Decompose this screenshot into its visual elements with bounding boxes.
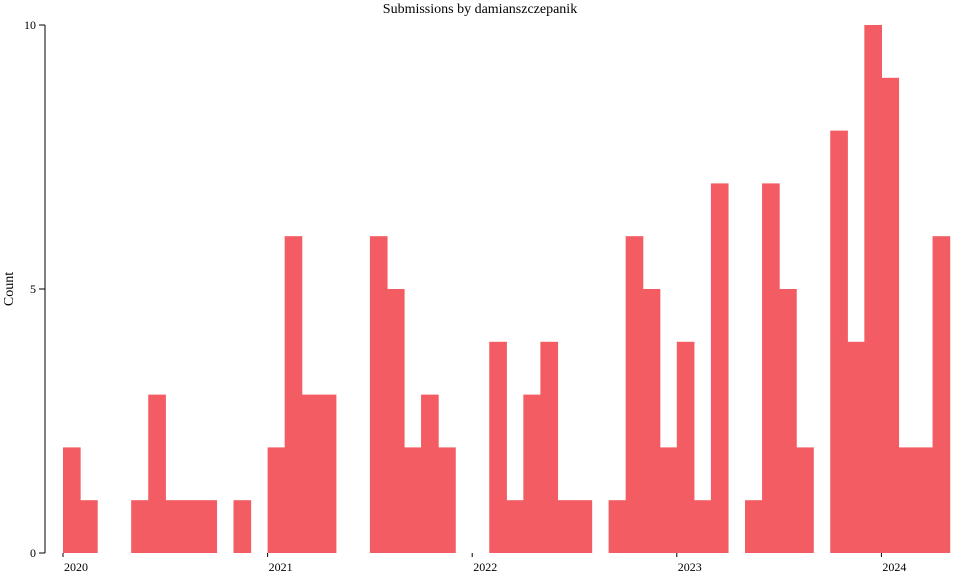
bar-2022-05 xyxy=(540,341,559,553)
bar-2022-12 xyxy=(659,447,678,553)
bar-2021-08 xyxy=(386,289,405,553)
bar-2021-10 xyxy=(421,394,439,553)
bar-2021-04 xyxy=(318,394,337,553)
bar-2023-07 xyxy=(779,289,797,553)
axes-group: 0 5 10 2020 2021 2022 2023 2024 xyxy=(24,18,906,574)
x-tick-label-2023: 2023 xyxy=(678,560,702,574)
bar-2023-05 xyxy=(745,500,763,553)
y-tick-label-5: 5 xyxy=(30,282,36,296)
bar-2021-03 xyxy=(301,394,320,553)
bar-2021-11 xyxy=(438,447,456,553)
x-tick-label-2021: 2021 xyxy=(269,560,293,574)
bar-2023-03 xyxy=(710,183,729,553)
y-axis-label: Count xyxy=(2,272,17,306)
bar-2020-07 xyxy=(165,500,183,553)
bar-2022-07 xyxy=(574,500,593,553)
bar-2022-09 xyxy=(608,500,627,553)
x-tick-label-2020: 2020 xyxy=(64,560,88,574)
bar-2023-02 xyxy=(693,500,712,553)
bar-2022-04 xyxy=(523,394,541,553)
bar-2021-02 xyxy=(284,236,303,553)
bar-2024-02 xyxy=(898,447,917,553)
bars-group xyxy=(63,25,951,554)
bar-2022-11 xyxy=(642,289,661,553)
y-tick-label-0: 0 xyxy=(30,546,36,560)
x-tick-label-2024: 2024 xyxy=(882,560,906,574)
bar-2023-01 xyxy=(676,341,695,553)
bar-2021-01 xyxy=(267,447,286,553)
bar-2021-07 xyxy=(369,236,388,553)
bar-2020-09 xyxy=(199,500,218,553)
bar-2020-06 xyxy=(148,394,166,553)
bar-2023-12 xyxy=(864,25,882,553)
bar-2020-11 xyxy=(233,500,252,553)
bar-2023-10 xyxy=(830,130,848,553)
bar-2021-09 xyxy=(404,447,422,553)
bar-2023-08 xyxy=(796,447,814,553)
y-tick-label-10: 10 xyxy=(24,18,36,32)
bar-2023-06 xyxy=(762,183,780,553)
bar-2020-01 xyxy=(63,447,81,553)
chart-title: Submissions by damianszczepanik xyxy=(383,2,577,17)
bar-2020-02 xyxy=(80,500,98,553)
bar-2022-10 xyxy=(625,236,644,553)
bar-2022-02 xyxy=(489,341,507,553)
bar-2024-04 xyxy=(932,236,951,553)
bar-2020-08 xyxy=(182,500,200,553)
bar-2022-06 xyxy=(557,500,576,553)
x-tick-label-2022: 2022 xyxy=(473,560,497,574)
bar-2020-05 xyxy=(131,500,149,553)
bar-2024-03 xyxy=(915,447,934,553)
bar-2023-11 xyxy=(847,341,865,553)
bar-2022-03 xyxy=(506,500,524,553)
bar-2024-01 xyxy=(881,77,900,554)
